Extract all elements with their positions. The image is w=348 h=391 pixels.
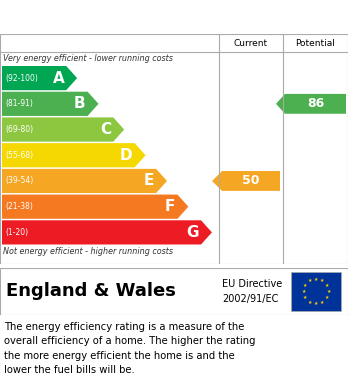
Text: C: C bbox=[100, 122, 111, 137]
Text: E: E bbox=[144, 174, 154, 188]
Polygon shape bbox=[2, 195, 188, 219]
Text: Very energy efficient - lower running costs: Very energy efficient - lower running co… bbox=[3, 54, 173, 63]
Text: Energy Efficiency Rating: Energy Efficiency Rating bbox=[60, 6, 288, 24]
Text: ★: ★ bbox=[303, 295, 307, 300]
Text: D: D bbox=[120, 148, 133, 163]
Text: G: G bbox=[187, 225, 199, 240]
Text: B: B bbox=[74, 96, 86, 111]
Text: ★: ★ bbox=[314, 301, 318, 307]
Text: ★: ★ bbox=[303, 283, 307, 288]
Text: ★: ★ bbox=[325, 295, 329, 300]
Polygon shape bbox=[2, 220, 212, 244]
Text: (69-80): (69-80) bbox=[5, 125, 33, 134]
Text: Not energy efficient - higher running costs: Not energy efficient - higher running co… bbox=[3, 247, 173, 256]
Text: ★: ★ bbox=[308, 278, 312, 283]
Polygon shape bbox=[212, 171, 280, 191]
Text: 50: 50 bbox=[242, 174, 259, 187]
Text: ★: ★ bbox=[325, 283, 329, 288]
Polygon shape bbox=[2, 92, 98, 116]
Polygon shape bbox=[276, 94, 346, 114]
Text: England & Wales: England & Wales bbox=[6, 283, 176, 301]
Text: (39-54): (39-54) bbox=[5, 176, 33, 185]
Polygon shape bbox=[2, 169, 167, 193]
Text: ★: ★ bbox=[320, 300, 324, 305]
Polygon shape bbox=[2, 66, 77, 90]
Text: (81-91): (81-91) bbox=[5, 99, 33, 108]
Text: Potential: Potential bbox=[295, 38, 335, 47]
Text: EU Directive
2002/91/EC: EU Directive 2002/91/EC bbox=[222, 279, 282, 304]
Text: The energy efficiency rating is a measure of the
overall efficiency of a home. T: The energy efficiency rating is a measur… bbox=[4, 322, 255, 375]
Text: A: A bbox=[53, 71, 64, 86]
Text: ★: ★ bbox=[320, 278, 324, 283]
Text: ★: ★ bbox=[326, 289, 331, 294]
Text: (55-68): (55-68) bbox=[5, 151, 33, 160]
Text: ★: ★ bbox=[308, 300, 312, 305]
Bar bbox=[291, 272, 341, 311]
Text: F: F bbox=[165, 199, 175, 214]
Polygon shape bbox=[2, 117, 124, 142]
Polygon shape bbox=[2, 143, 145, 167]
Text: ★: ★ bbox=[301, 289, 306, 294]
Text: (21-38): (21-38) bbox=[5, 202, 33, 211]
Text: 86: 86 bbox=[307, 97, 324, 110]
Text: ★: ★ bbox=[314, 276, 318, 282]
Text: (92-100): (92-100) bbox=[5, 74, 38, 83]
Text: Current: Current bbox=[234, 38, 268, 47]
Text: (1-20): (1-20) bbox=[5, 228, 28, 237]
